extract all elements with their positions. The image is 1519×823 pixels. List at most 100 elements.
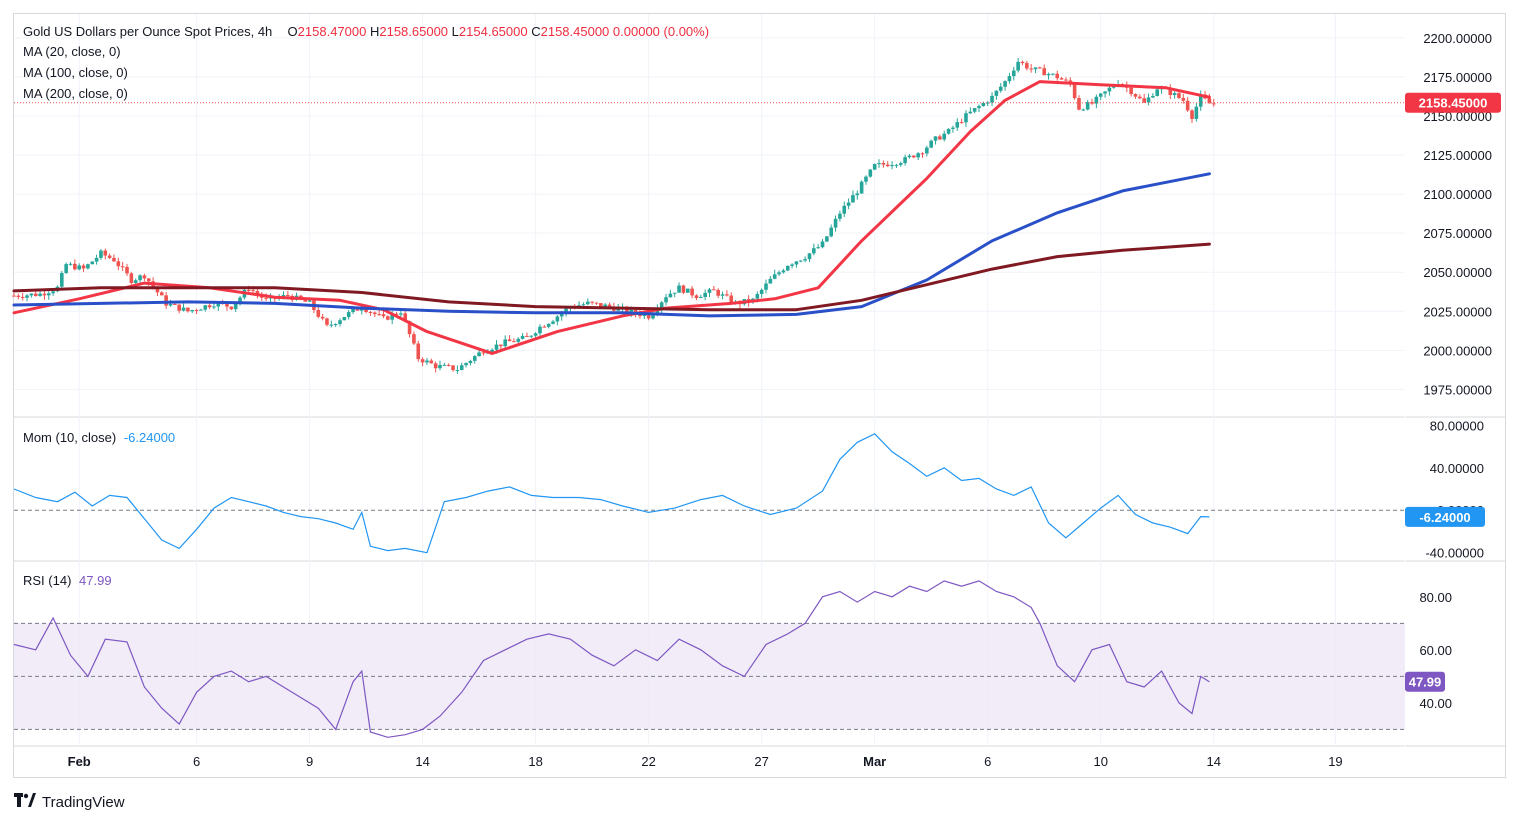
momentum-badge: -6.24000 [1419,510,1470,525]
rsi-label: RSI (14) [23,573,72,588]
candle-body [725,294,729,296]
candle-body [377,314,381,316]
candle-body [890,165,894,167]
momentum-legend[interactable]: Mom (10, close) -6.24000 [23,428,175,448]
candle-body [607,304,612,307]
candle-body [672,292,677,294]
candle-body [759,289,764,294]
candle-body [1151,95,1155,98]
candle-body [68,263,73,265]
candle-body [820,241,825,248]
candle-body [681,285,686,293]
candle-body [429,360,434,364]
rsi-tick-label: 60.00 [1419,643,1452,658]
x-tick-label: Feb [68,754,91,769]
candle-body [1090,102,1094,104]
candle-body [116,261,121,267]
high-value: 2158.65000 [379,24,449,39]
candle-body [364,308,368,313]
ma200-legend[interactable]: MA (200, close, 0) [23,86,128,101]
candle-body [512,341,516,343]
candle-body [651,313,655,319]
candle-body [194,310,199,312]
candle-body [416,343,421,360]
candle-body [142,275,147,279]
mom-tick-label: 80.00000 [1430,418,1484,433]
candle-body [1007,76,1012,82]
ma200-line [12,242,1211,312]
candle-body [433,363,438,369]
y-tick-label: 2050.00000 [1423,265,1492,280]
candle-body [468,360,473,364]
candle-body [455,370,460,372]
change-value: 0.00000 (0.00%) [612,24,710,39]
candle-body [320,316,325,319]
candle-body [925,147,929,154]
candle-body [755,293,760,299]
candle-body [25,295,29,298]
rsi-line [13,580,1210,738]
rsi-legend[interactable]: RSI (14) 47.99 [23,571,112,591]
candle-body [1211,103,1216,105]
candle-body [103,250,108,256]
momentum-badge-bg [1405,506,1485,527]
candle-body [646,314,651,319]
candle-body [729,295,734,303]
candle-body [998,86,1003,91]
candle-body [73,263,77,270]
candle-body [51,291,55,294]
candle-body [164,295,168,306]
candle-body [1098,93,1103,97]
candle-body [642,314,647,317]
tradingview-logo[interactable]: TradingView [14,792,125,812]
y-tick-label: 2075.00000 [1423,226,1492,241]
candle-body [859,181,864,194]
candle-body [864,176,868,182]
candle-body [790,264,794,266]
candle-body [29,293,34,296]
rsi-badge-bg [1405,671,1445,692]
candle-body [1077,98,1081,110]
candle-body [946,128,951,134]
candle-body [838,213,842,219]
candle-body [94,257,99,262]
price-badge-bg [1405,92,1501,113]
candle-body [877,162,881,165]
candle-body [694,295,699,299]
candle-body [303,299,308,302]
candle-body [803,259,807,261]
candle-body [407,321,412,335]
ma20-legend[interactable]: MA (20, close, 0) [23,44,121,59]
candle-body [1177,93,1181,98]
candle-body [812,248,816,254]
candle-body [668,293,673,298]
candle-body [685,288,690,293]
candle-body [716,289,720,296]
candle-body [1155,89,1160,96]
candle-body [1207,98,1212,104]
high-label: H [369,24,380,39]
symbol-title: Gold US Dollars per Ounce Spot Prices, 4… [23,24,273,39]
candle-body [146,278,151,282]
candle-body [1185,100,1190,111]
candle-body [1081,109,1086,111]
ma100-legend[interactable]: MA (100, close, 0) [23,65,128,80]
candle-body [316,309,321,317]
candle-body [229,306,234,310]
candle-body [173,303,177,305]
candle-body [633,309,638,314]
candle-body [107,255,112,258]
tradingview-brand: TradingView [42,793,125,811]
candle-body [907,155,912,158]
candle-body [516,338,521,342]
candle-body [855,193,860,196]
candle-body [281,294,286,298]
candle-body [659,302,664,309]
x-tick-label: 27 [754,754,768,769]
candle-body [551,321,555,324]
candle-body [212,306,216,308]
candle-body [1016,61,1020,71]
candle-body [246,289,251,291]
candle-body [851,195,855,203]
candle-body [881,162,886,165]
